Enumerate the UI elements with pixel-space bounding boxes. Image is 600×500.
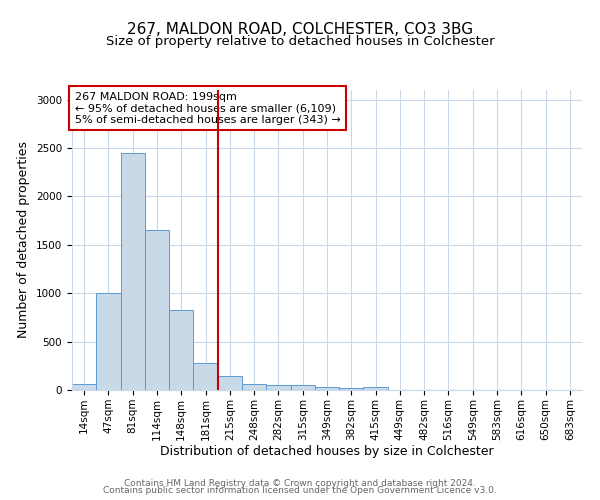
Text: 267 MALDON ROAD: 199sqm
← 95% of detached houses are smaller (6,109)
5% of semi-: 267 MALDON ROAD: 199sqm ← 95% of detache…: [74, 92, 340, 124]
Text: 267, MALDON ROAD, COLCHESTER, CO3 3BG: 267, MALDON ROAD, COLCHESTER, CO3 3BG: [127, 22, 473, 38]
Bar: [169, 310, 193, 390]
Bar: [193, 364, 218, 390]
Bar: [242, 384, 266, 390]
Text: Size of property relative to detached houses in Colchester: Size of property relative to detached ho…: [106, 35, 494, 48]
Bar: [339, 388, 364, 390]
Bar: [266, 384, 290, 390]
Bar: [364, 386, 388, 390]
Bar: [145, 230, 169, 390]
Bar: [315, 386, 339, 390]
Bar: [290, 385, 315, 390]
Bar: [72, 384, 96, 390]
Y-axis label: Number of detached properties: Number of detached properties: [17, 142, 31, 338]
Text: Contains public sector information licensed under the Open Government Licence v3: Contains public sector information licen…: [103, 486, 497, 495]
Bar: [218, 376, 242, 390]
Text: Contains HM Land Registry data © Crown copyright and database right 2024.: Contains HM Land Registry data © Crown c…: [124, 478, 476, 488]
X-axis label: Distribution of detached houses by size in Colchester: Distribution of detached houses by size …: [160, 446, 494, 458]
Bar: [96, 293, 121, 390]
Bar: [121, 153, 145, 390]
